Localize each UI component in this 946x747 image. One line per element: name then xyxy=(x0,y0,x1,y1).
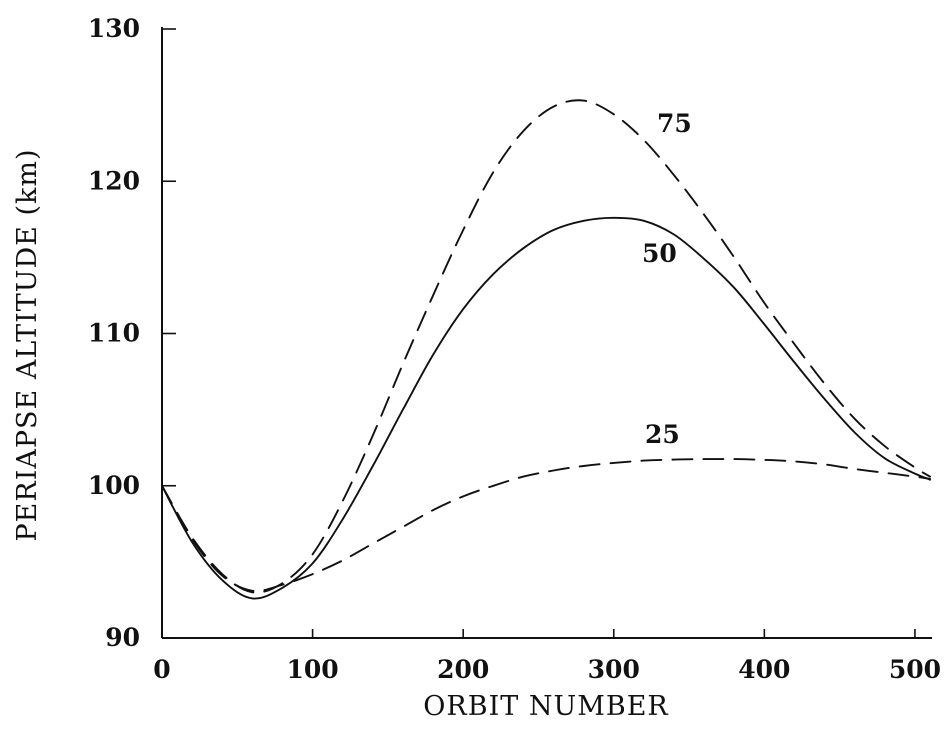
x-tick-label: 200 xyxy=(437,655,489,684)
axes xyxy=(161,27,932,639)
series-labels: 75 50 25 xyxy=(642,109,692,449)
x-tick-label: 300 xyxy=(588,655,640,684)
x-tick-label: 500 xyxy=(889,655,941,684)
y-tick-label: 110 xyxy=(88,319,140,348)
axis-ticks: 0 100 200 300 400 500 90 100 110 120 130 xyxy=(88,14,941,684)
series-line-50 xyxy=(161,216,931,600)
y-tick-label: 90 xyxy=(105,623,140,652)
y-tick-label: 130 xyxy=(88,14,140,43)
y-tick-label: 100 xyxy=(88,471,140,500)
series-label-75: 75 xyxy=(657,109,692,138)
x-axis-title: ORBIT NUMBER xyxy=(423,691,668,722)
series-lines xyxy=(161,99,931,600)
x-tick-label: 100 xyxy=(286,655,338,684)
series-line-25 xyxy=(161,458,931,593)
y-axis-title: PERIAPSE ALTITUDE (km) xyxy=(12,149,43,542)
y-tick-label: 120 xyxy=(88,166,140,195)
series-label-50: 50 xyxy=(642,239,677,268)
series-label-25: 25 xyxy=(645,420,680,449)
x-tick-label: 400 xyxy=(738,655,790,684)
x-tick-label: 0 xyxy=(153,655,170,684)
series-line-75 xyxy=(161,99,931,594)
